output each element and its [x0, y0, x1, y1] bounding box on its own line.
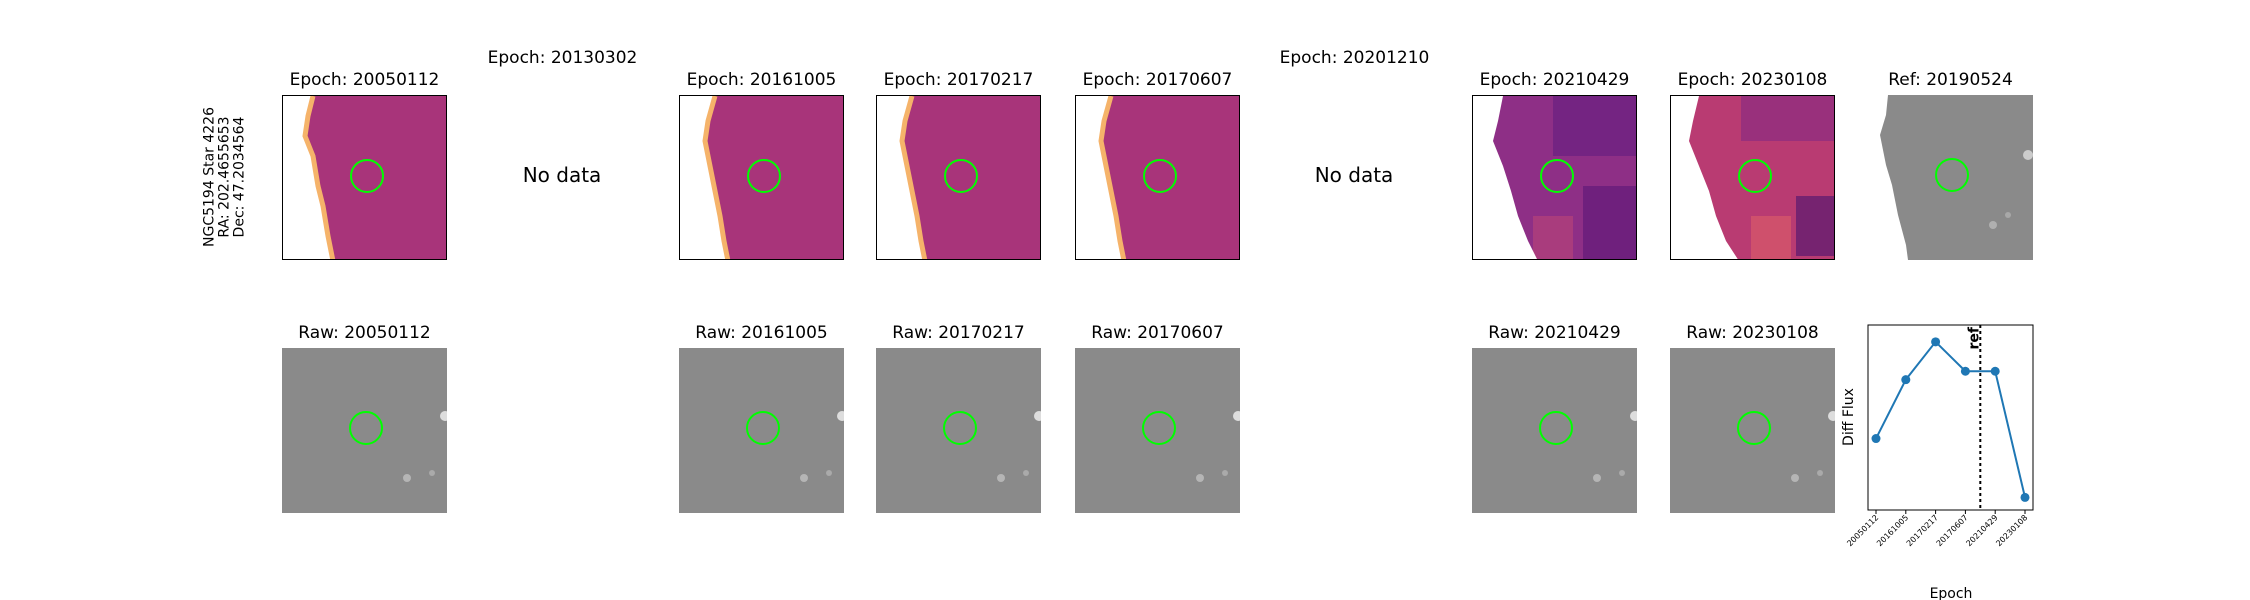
data-point-20210429: [1990, 366, 2000, 376]
raw-title-2: Raw: 20161005: [695, 323, 828, 343]
ref-title: Ref: 20190524: [1888, 70, 2013, 90]
data-point-20050112: [1871, 434, 1881, 444]
star-ra: RA: 202.4655653: [216, 116, 233, 238]
diff-image-20161005: [679, 95, 844, 260]
diff-image-20050112: [282, 95, 447, 260]
ref-image: [1868, 95, 2033, 260]
target-circle: [350, 159, 384, 193]
no-data-20201210: No data: [1314, 163, 1394, 187]
target-circle: [943, 411, 977, 445]
light-curve-chart: ref 200501122016100520170217201706072021…: [1841, 324, 2034, 600]
raw-image-20170217: [876, 348, 1041, 513]
raw-title-4: Raw: 20170607: [1091, 323, 1224, 343]
series-line: [1875, 340, 2026, 498]
target-circle: [747, 159, 781, 193]
diff-image-20230108: [1670, 95, 1835, 260]
x-tick-label-20230108: 20230108: [1994, 513, 2029, 548]
epoch-title-1: Epoch: 20130302: [487, 48, 638, 68]
epoch-title-3: Epoch: 20170217: [883, 70, 1034, 90]
target-circle: [1935, 158, 1969, 192]
epoch-title-5: Epoch: 20201210: [1279, 48, 1430, 68]
star-name: NGC5194 Star 4226: [201, 107, 218, 247]
star-dec: Dec: 47.2034564: [231, 116, 248, 238]
data-point-20170607: [1960, 366, 1970, 376]
raw-image-20230108: [1670, 348, 1835, 513]
target-circle: [746, 411, 780, 445]
data-point-20170217: [1931, 337, 1941, 347]
data-point-20161005: [1901, 375, 1911, 385]
diff-image-20170607: [1075, 95, 1240, 260]
epoch-title-4: Epoch: 20170607: [1082, 70, 1233, 90]
target-circle: [1143, 159, 1177, 193]
raw-title-7: Raw: 20230108: [1686, 323, 1819, 343]
raw-image-20050112: [282, 348, 447, 513]
ref-label: ref: [1966, 326, 1982, 349]
raw-image-20170607: [1075, 348, 1240, 513]
target-circle: [1738, 159, 1772, 193]
epoch-title-2: Epoch: 20161005: [686, 70, 837, 90]
raw-image-20210429: [1472, 348, 1637, 513]
epoch-title-0: Epoch: 20050112: [289, 70, 440, 90]
no-data-20130302: No data: [522, 163, 602, 187]
data-point-20230108: [2020, 492, 2030, 502]
target-circle: [1737, 411, 1771, 445]
diff-image-20210429: [1472, 95, 1637, 260]
epoch-title-6: Epoch: 20210429: [1479, 70, 1630, 90]
raw-image-20161005: [679, 348, 844, 513]
plot-frame: [1867, 324, 2034, 511]
target-circle: [1142, 411, 1176, 445]
epoch-title-7: Epoch: 20230108: [1677, 70, 1828, 90]
target-circle: [1539, 411, 1573, 445]
raw-title-6: Raw: 20210429: [1488, 323, 1621, 343]
raw-title-0: Raw: 20050112: [298, 323, 431, 343]
target-circle: [1540, 159, 1574, 193]
y-axis-label: Diff Flux: [1841, 388, 1857, 446]
diff-image-20170217: [876, 95, 1041, 260]
target-circle: [944, 159, 978, 193]
target-circle: [349, 411, 383, 445]
x-axis-label: Epoch: [1930, 586, 1973, 600]
raw-title-3: Raw: 20170217: [892, 323, 1025, 343]
